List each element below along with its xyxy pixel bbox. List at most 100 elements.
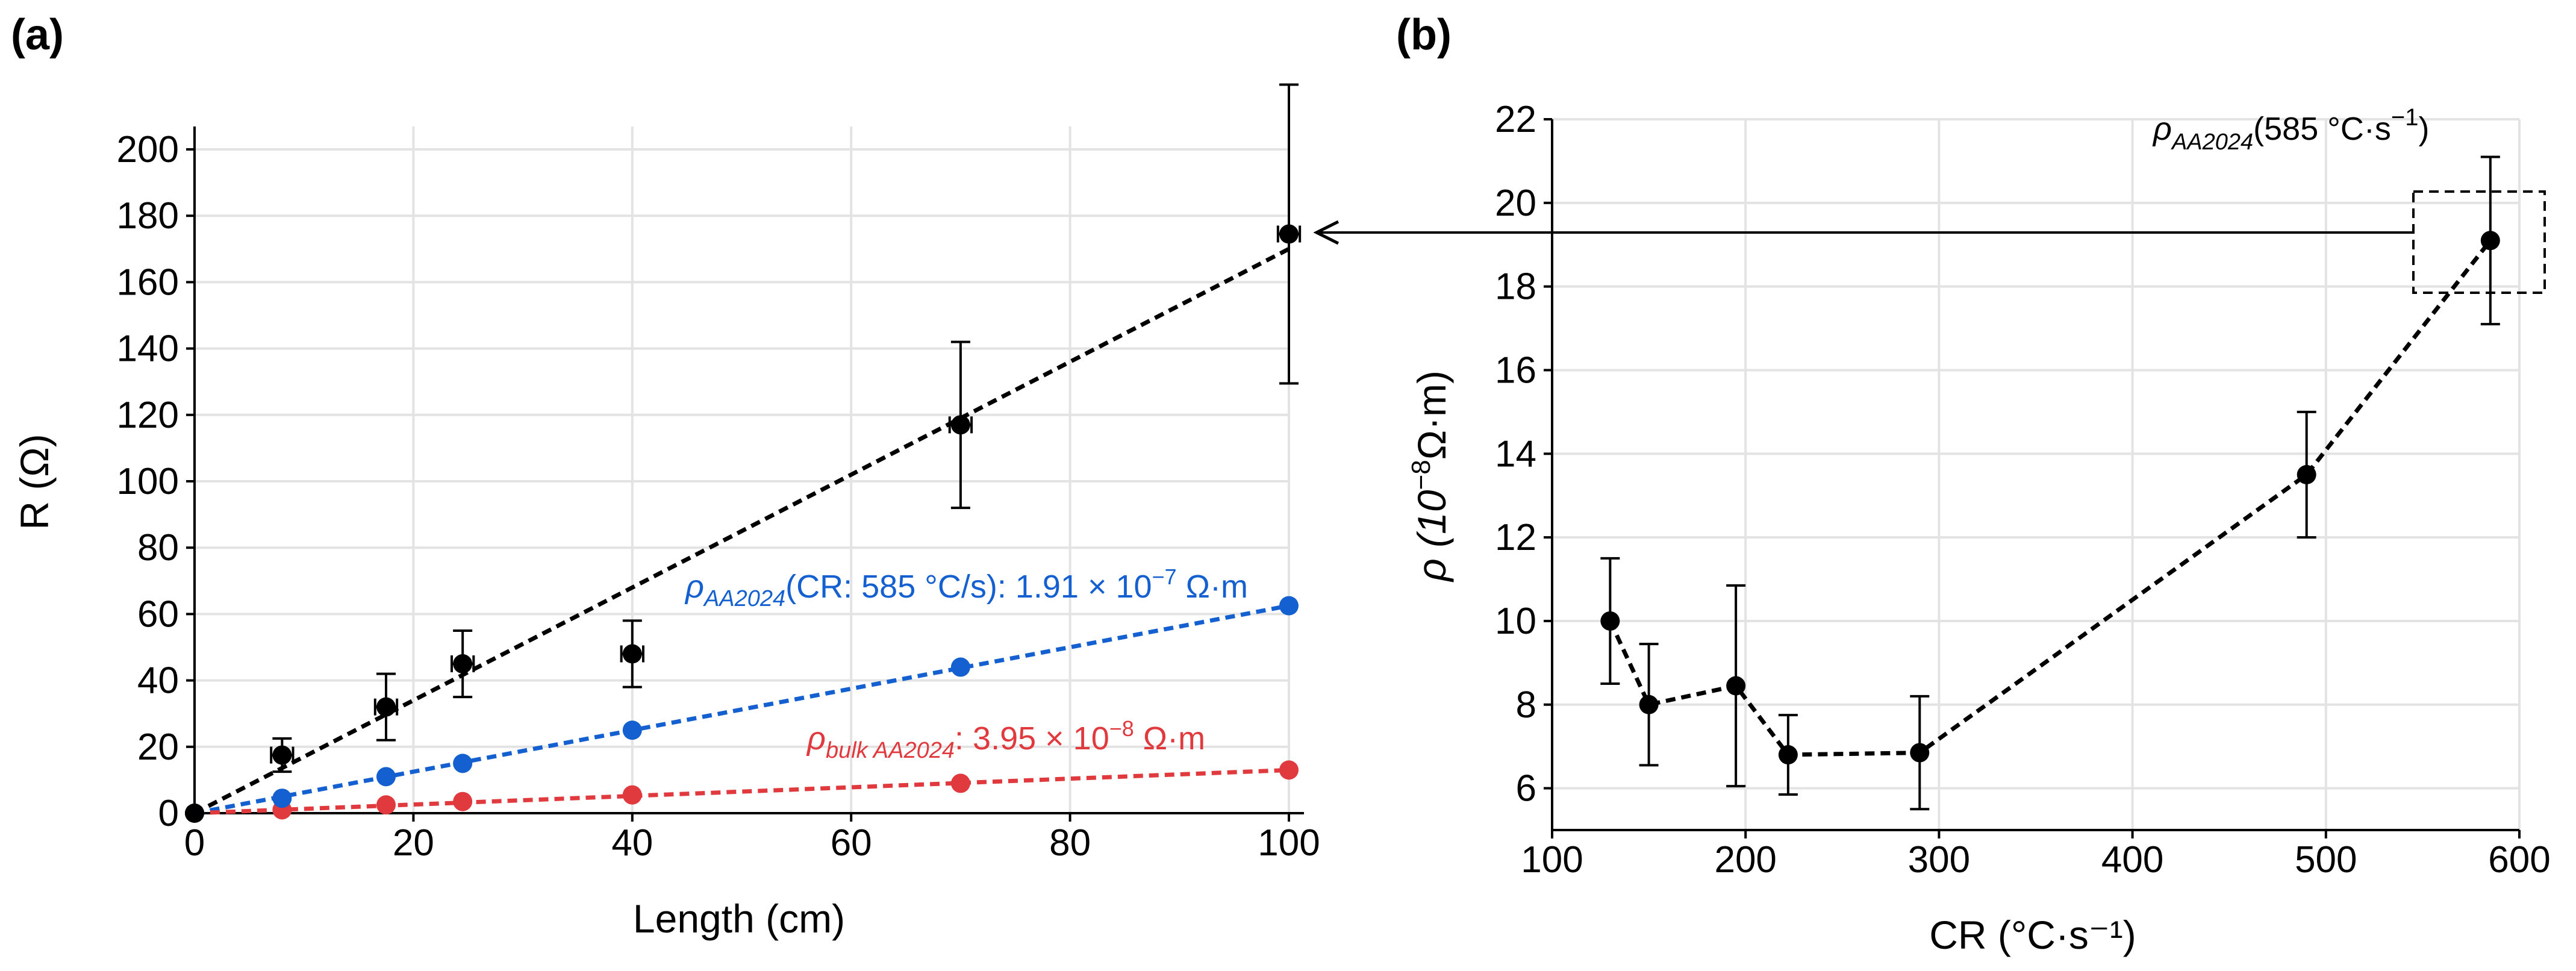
panel-b-points [1600,231,2500,765]
highlight-box [2412,190,2546,294]
data-point-rho_AA2024 [950,657,970,677]
data-point-rho_AA2024 [272,788,292,808]
panel-a-error-bars [270,83,1302,773]
b-xtick-label: 600 [2488,839,2550,881]
annotation-585-sup: −1 [2391,104,2419,131]
a-ytick-label: 80 [137,527,179,569]
annotation-585-sub: AA2024 [2171,130,2253,155]
data-point-rho_AA2024 [453,754,473,773]
a-ytick-label: 60 [137,593,179,635]
data-point-rho_vs_cr [2297,465,2316,484]
data-point-measured [185,804,204,823]
data-point-measured [376,697,396,717]
a-ytick-label: 100 [117,461,179,502]
panel-a-fit-lines [193,247,1290,816]
panel-b-ylabel-prefix: ρ (10 [1409,490,1454,582]
data-point-measured [622,644,642,664]
a-ytick-label: 200 [117,129,179,170]
fit-line-rho_bulk [194,767,1290,816]
annotation-rho-symbol: ρ [684,569,704,605]
panel-a-xlabel: Length (cm) [633,896,845,941]
b-xtick-label: 500 [2295,839,2357,881]
panel-b-line [1608,239,2492,757]
data-point-rho_vs_cr [1910,743,1930,763]
data-point-rho_AA2024 [376,767,396,787]
panel-b-ylabel: ρ (10−8Ω·m) [1406,370,1454,582]
a-ytick-label: 120 [117,395,179,436]
data-point-rho_AA2024 [1279,596,1299,616]
annotation-rho-585: ρAA2024(585 °C·s−1) [2152,104,2429,155]
data-point-rho_bulk [950,773,970,793]
data-point-rho_vs_cr [1778,745,1798,765]
panel-a-ticks: 0 20 40 60 80 100 0 20 40 60 80 100 120 140 160 180 200 [117,129,1320,864]
a-ytick-label: 140 [117,328,179,370]
data-point-measured [453,654,473,674]
data-point-rho_vs_cr [1639,695,1659,714]
panel-b-ylabel-suffix: Ω·m) [1409,370,1454,460]
b-ytick-label: 14 [1495,433,1536,475]
data-point-rho_bulk [622,785,642,805]
panel-a-ylabel: R (Ω) [12,434,57,529]
a-xtick-label: 80 [1049,822,1091,864]
a-xtick-label: 0 [184,822,205,864]
b-ytick-label: 12 [1495,517,1536,558]
panel-a-axes [193,126,1304,814]
annotation-rho-tail: Ω·m [1177,569,1248,605]
fit-line-rho_AA2024 [194,604,1290,816]
panel-b-ylabel-sup: −8 [1406,460,1436,490]
annotation-bulk-sup: −8 [1109,716,1134,741]
panel-b-ticks: 100 200 300 400 500 600 6 8 10 12 14 16 18 20 22 [1495,99,2551,881]
fit-line-measured [193,247,1290,816]
data-point-rho_AA2024 [622,720,642,740]
annotation-rho-sub: AA2024 [703,586,785,611]
b-xtick-label: 200 [1714,839,1776,881]
annotation-rho-text: (CR: 585 °C/s): 1.91 × 10 [785,569,1152,605]
panel-a-grid [193,126,1290,814]
annotation-rho-sup: −7 [1152,564,1177,589]
annotation-bulk-sub: bulk AA2024 [826,738,955,763]
connector-arrow-head [1313,220,1339,245]
annotation-585-symbol: ρ [2152,111,2172,147]
data-point-rho_bulk [453,791,473,811]
data-point-measured [1279,224,1299,244]
annotation-585-text: (585 °C·s [2253,111,2391,147]
panel-label-b: (b) [1396,11,1452,59]
panel-b-axes [1551,119,2519,831]
panel-b-error-bars [1600,155,2500,811]
b-xtick-label: 300 [1908,839,1970,881]
a-ytick-label: 20 [137,726,179,768]
b-ytick-label: 8 [1516,684,1536,726]
b-ytick-label: 20 [1495,183,1536,224]
data-point-rho_bulk [376,795,396,815]
panel-b-grid [1551,118,2521,830]
a-ytick-label: 180 [117,195,179,237]
b-xtick-label: 100 [1521,839,1583,881]
annotation-bulk-tail: Ω·m [1134,720,1205,757]
b-ytick-label: 6 [1516,768,1536,810]
a-xtick-label: 20 [393,822,434,864]
panel-b-xlabel: CR (°C·s⁻¹) [1929,913,2136,957]
a-xtick-label: 100 [1258,822,1320,864]
a-ytick-label: 0 [158,793,179,834]
a-ytick-label: 40 [137,660,179,702]
annotation-bulk-text: : 3.95 × 10 [955,720,1109,757]
b-ytick-label: 10 [1495,601,1536,642]
a-xtick-label: 60 [831,822,872,864]
data-point-measured [950,415,970,435]
data-point-rho_vs_cr [1726,676,1746,696]
b-ytick-label: 16 [1495,349,1536,391]
data-point-measured [272,745,292,765]
annotation-rho-bulk: ρbulk AA2024: 3.95 × 10−8 Ω·m [806,716,1205,763]
data-point-rho_vs_cr [1600,611,1620,631]
annotation-585-tail: ) [2418,111,2429,147]
data-point-rho_bulk [1279,760,1299,780]
panel-a-points [185,224,1299,823]
b-ytick-label: 22 [1495,99,1536,140]
annotation-rho-aa2024: ρAA2024(CR: 585 °C/s): 1.91 × 10−7 Ω·m [684,564,1248,611]
annotation-bulk-symbol: ρ [806,720,826,757]
a-xtick-label: 40 [611,822,653,864]
a-ytick-label: 160 [117,261,179,303]
series-line-rho_vs_cr [1608,239,2492,757]
data-point-rho_vs_cr [2480,231,2500,251]
